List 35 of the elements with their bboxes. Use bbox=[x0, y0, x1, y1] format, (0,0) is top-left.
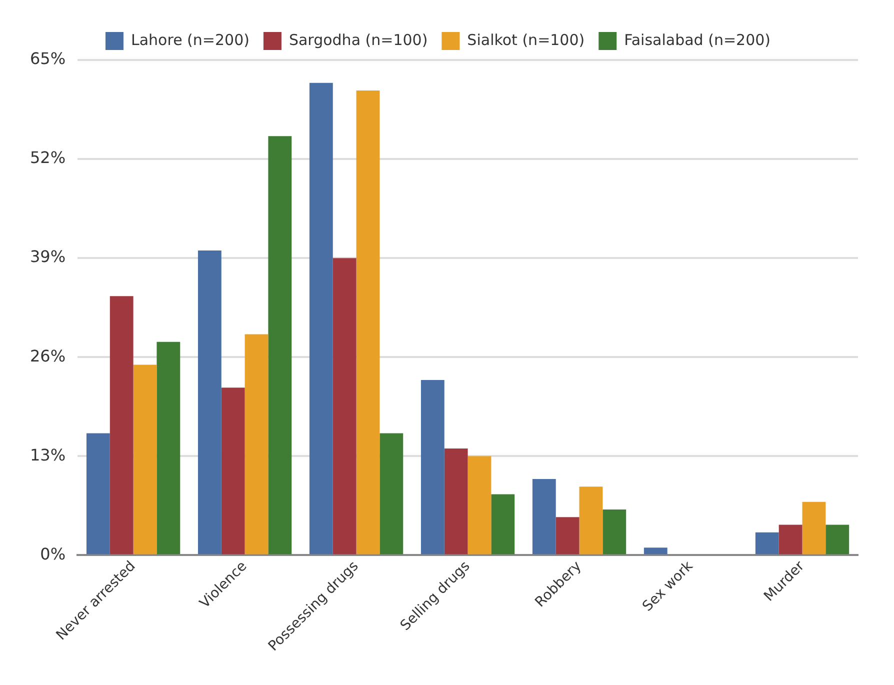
bar bbox=[556, 517, 580, 554]
bar bbox=[468, 456, 492, 554]
bar bbox=[332, 258, 356, 554]
bar bbox=[755, 532, 779, 554]
bar bbox=[86, 433, 110, 554]
bar bbox=[356, 90, 380, 554]
bar bbox=[309, 82, 333, 554]
bar bbox=[133, 364, 157, 554]
y-tick-label: 39% bbox=[30, 247, 66, 266]
legend-label: Faisalabad (n=200) bbox=[624, 30, 771, 49]
bar bbox=[644, 548, 668, 554]
bar bbox=[602, 509, 626, 554]
bar bbox=[491, 494, 515, 554]
y-tick-label: 52% bbox=[30, 148, 66, 168]
bar bbox=[420, 380, 444, 554]
bar bbox=[579, 486, 603, 554]
bar bbox=[778, 524, 802, 554]
y-tick-label: 13% bbox=[30, 445, 66, 464]
bar bbox=[802, 502, 826, 554]
legend-label: Sialkot (n=100) bbox=[467, 30, 585, 49]
y-tick-label: 65% bbox=[30, 49, 66, 68]
bar bbox=[826, 524, 850, 554]
bar bbox=[444, 448, 468, 554]
legend-label: Sargodha (n=100) bbox=[288, 30, 428, 49]
bar bbox=[244, 334, 268, 554]
y-tick-label: 26% bbox=[30, 346, 66, 366]
bar bbox=[110, 296, 134, 554]
legend-label: Lahore (n=200) bbox=[130, 30, 250, 49]
y-tick-label: 0% bbox=[40, 544, 66, 564]
bar bbox=[198, 250, 222, 554]
bar bbox=[156, 342, 180, 554]
bar bbox=[532, 479, 556, 554]
bar bbox=[380, 433, 404, 554]
bar bbox=[221, 388, 245, 554]
bar bbox=[268, 136, 292, 554]
